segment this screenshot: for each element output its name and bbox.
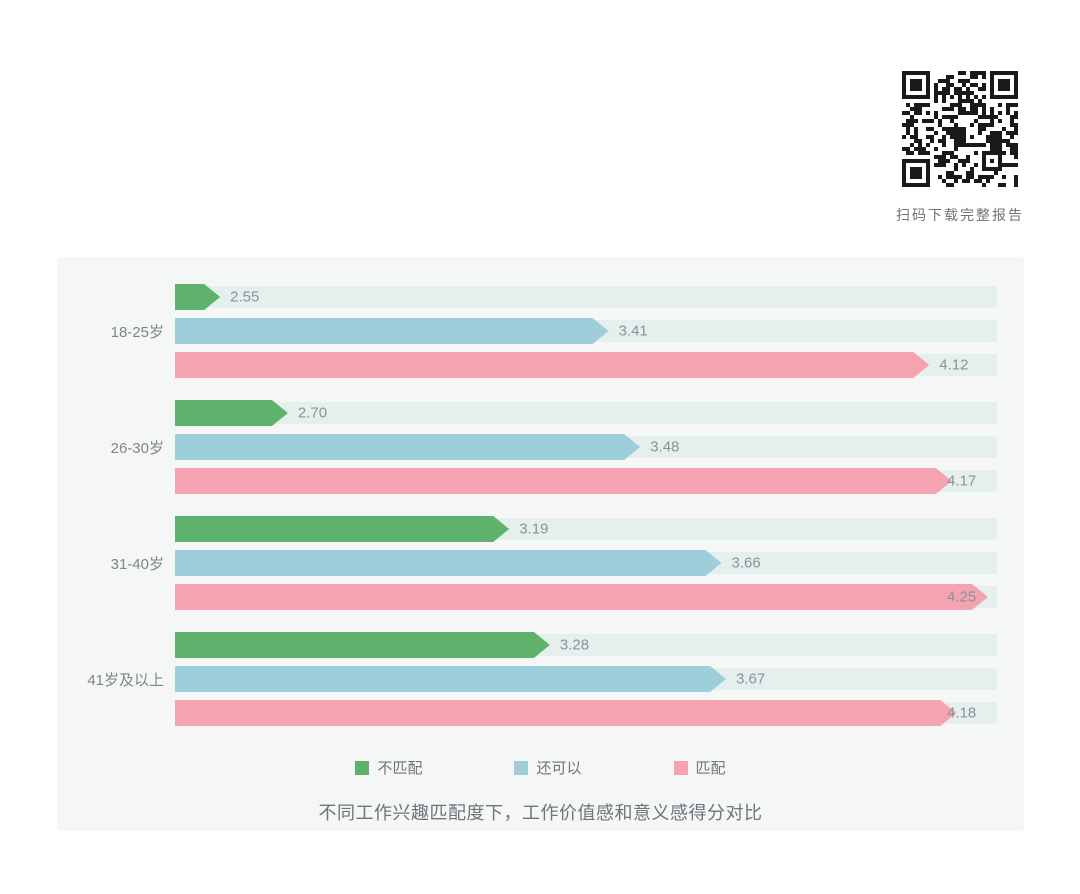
group-bars: 3.28 3.67 4.18	[175, 628, 997, 730]
legend-swatch-icon	[514, 760, 529, 775]
category-label: 41岁及以上	[87, 671, 164, 689]
chart-title: 不同工作兴趣匹配度下，工作价值感和意义感得分对比	[318, 803, 763, 823]
bar-匹配	[175, 352, 929, 378]
legend-item: 不匹配	[355, 757, 422, 778]
bar-row: 3.19	[175, 512, 997, 546]
bar-value-label: 3.41	[618, 322, 648, 340]
bar-value-label: 4.12	[939, 356, 969, 374]
group-bars: 2.55 3.41 4.12	[175, 280, 997, 382]
bar-row: 3.66	[175, 546, 997, 580]
bar-不匹配	[175, 400, 288, 426]
group-bars: 3.19 3.66 4.25	[175, 512, 997, 614]
bar-value-label: 3.48	[650, 438, 680, 456]
bar-row: 3.28	[175, 628, 997, 662]
bar-row: 3.41	[175, 314, 997, 348]
bar-还可以	[175, 666, 726, 692]
bar-row: 3.67	[175, 662, 997, 696]
qr-block: 扫码下载完整报告	[888, 62, 1032, 225]
qr-code	[893, 62, 1027, 196]
bar-value-label: 4.25	[947, 588, 977, 606]
legend-label: 不匹配	[377, 760, 423, 777]
chart-legend: 不匹配 还可以 匹配	[57, 757, 1024, 778]
chart-group: 18-25岁 2.55 3.41 4.12	[57, 280, 1024, 382]
bar-row: 4.25	[175, 580, 997, 614]
bar-value-label: 2.70	[297, 404, 328, 422]
bar-value-label: 3.67	[736, 670, 766, 688]
chart-group: 26-30岁 2.70 3.48 4.17	[57, 396, 1024, 498]
chart-panel: 18-25岁 2.55 3.41 4.12 26-30岁 2.70 3.48 4.17 31-4…	[57, 257, 1024, 831]
legend-item: 还可以	[514, 757, 582, 778]
legend-swatch-icon	[673, 760, 688, 775]
legend-label: 匹配	[695, 760, 726, 777]
legend-swatch-icon	[355, 760, 370, 775]
bar-不匹配	[175, 516, 509, 542]
legend-item: 匹配	[673, 757, 726, 778]
bar-还可以	[175, 318, 609, 344]
bar-row: 4.17	[175, 464, 997, 498]
bar-value-label: 3.19	[519, 520, 549, 538]
bar-row: 4.12	[175, 348, 997, 382]
category-label: 26-30岁	[110, 439, 164, 457]
chart-group: 41岁及以上 3.28 3.67 4.18	[57, 628, 1024, 730]
bar-匹配	[175, 584, 988, 610]
bar-value-label: 3.66	[731, 554, 761, 572]
category-label: 31-40岁	[110, 555, 164, 573]
bar-value-label: 2.55	[230, 288, 260, 306]
chart-group: 31-40岁 3.19 3.66 4.25	[57, 512, 1024, 614]
qr-caption: 扫码下载完整报告	[896, 207, 1024, 223]
bar-row: 4.18	[175, 696, 997, 730]
bar-还可以	[175, 434, 640, 460]
chart-groups: 18-25岁 2.55 3.41 4.12 26-30岁 2.70 3.48 4.17 31-4…	[57, 280, 1024, 730]
bar-匹配	[175, 468, 952, 494]
bar-value-label: 4.17	[947, 472, 977, 490]
legend-label: 还可以	[536, 760, 582, 777]
bar-track	[175, 286, 997, 308]
bar-匹配	[175, 700, 956, 726]
bar-不匹配	[175, 632, 550, 658]
bar-row: 3.48	[175, 430, 997, 464]
group-bars: 2.70 3.48 4.17	[175, 396, 997, 498]
category-label: 18-25岁	[110, 323, 164, 341]
bar-还可以	[175, 550, 721, 576]
bar-row: 2.70	[175, 396, 997, 430]
bar-value-label: 4.18	[947, 704, 977, 722]
bar-value-label: 3.28	[559, 636, 590, 654]
bar-row: 2.55	[175, 280, 997, 314]
bar-track	[175, 402, 997, 424]
